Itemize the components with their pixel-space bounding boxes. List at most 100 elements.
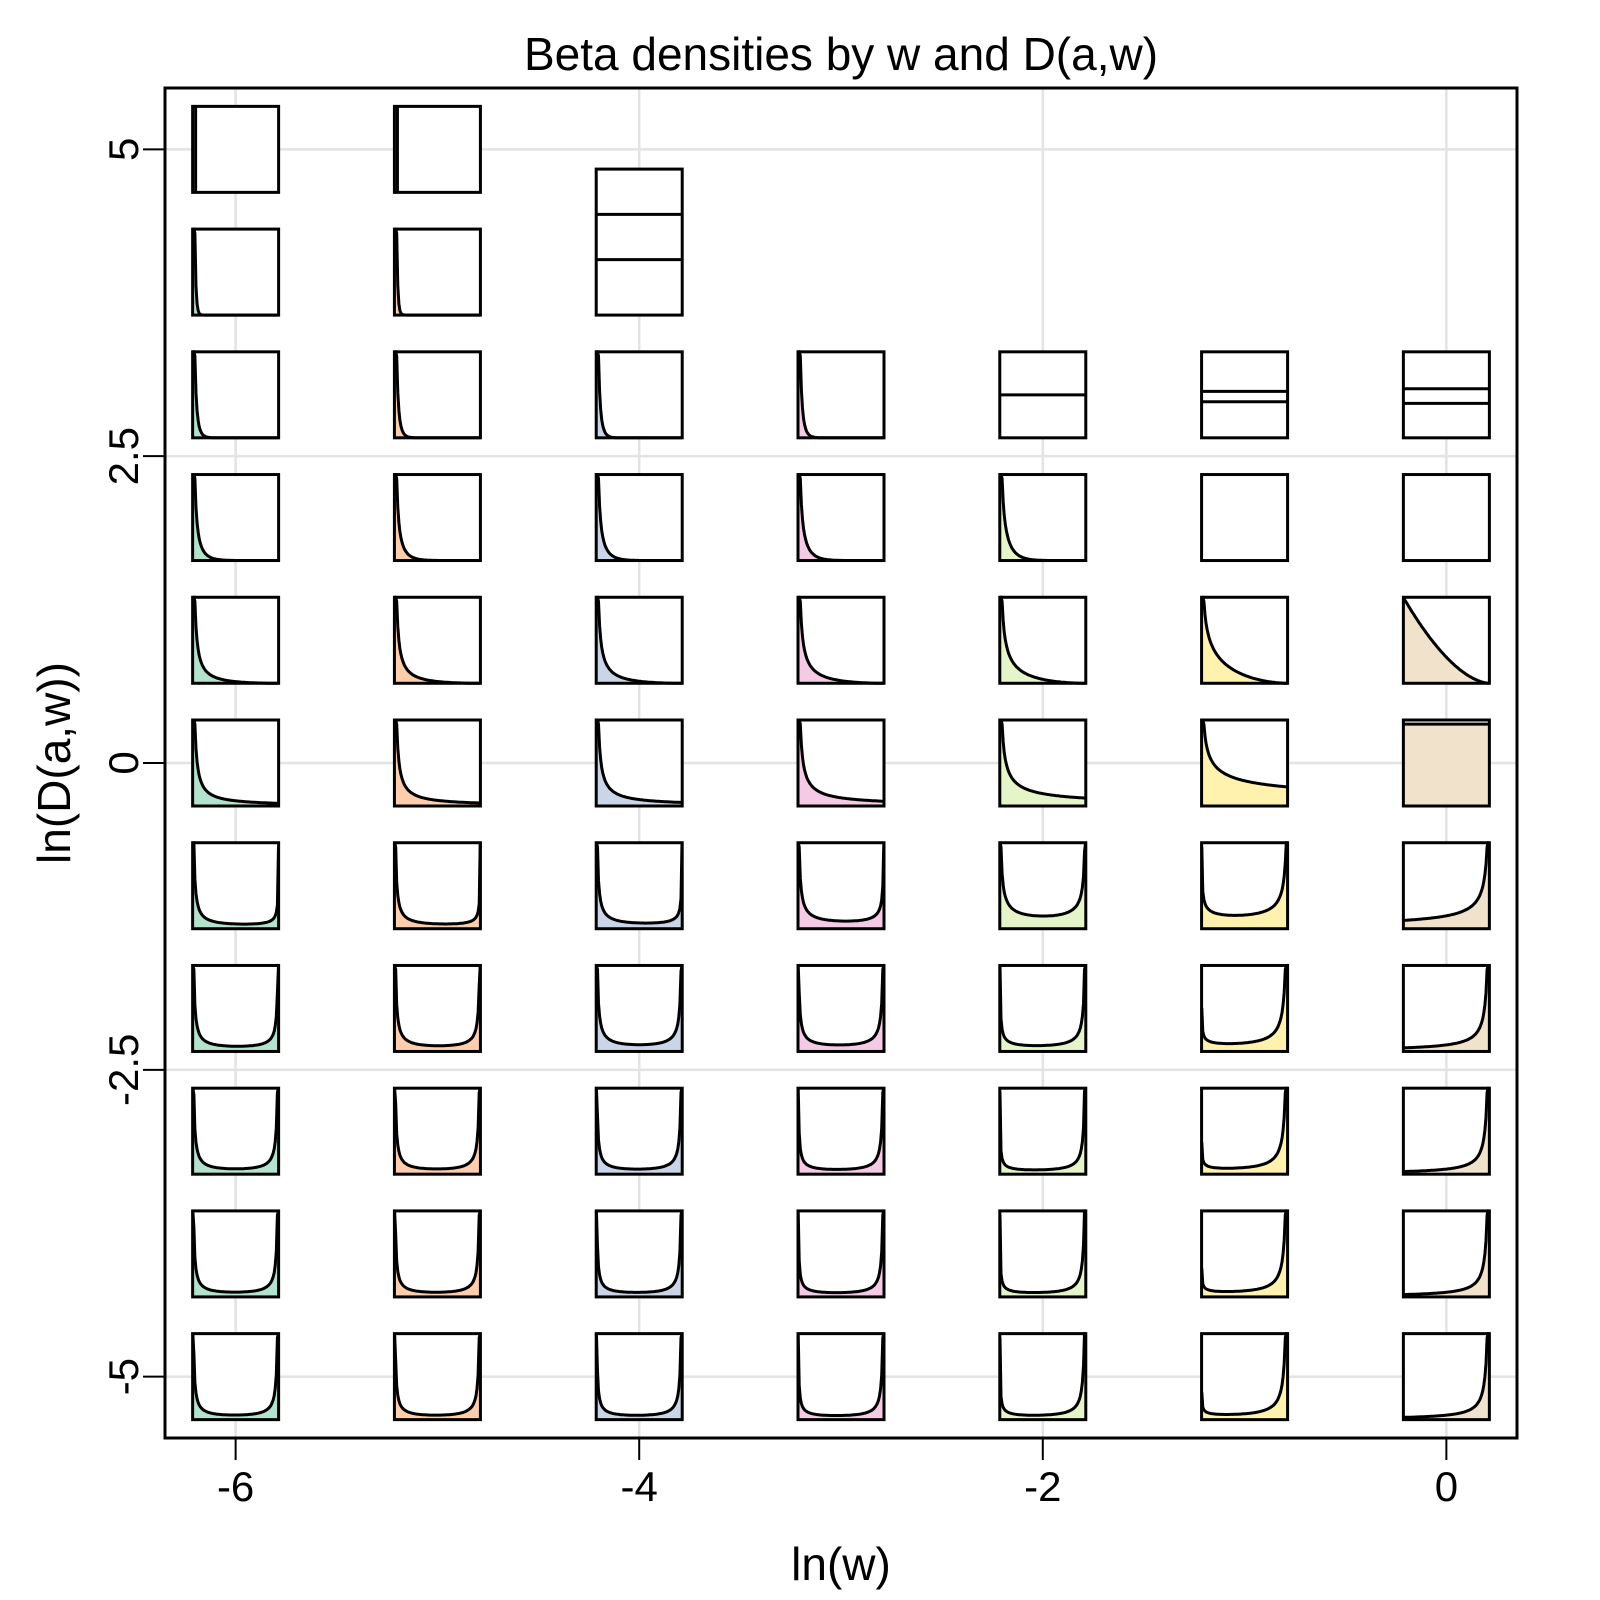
panel-background [596, 1210, 683, 1297]
density-panel [594, 841, 684, 931]
panel-background [596, 1333, 683, 1420]
density-fill [999, 1210, 1086, 1297]
y-tick-label: -2.5 [100, 1034, 147, 1106]
panel-frame [998, 473, 1088, 563]
panel-background [394, 1333, 481, 1420]
density-curve [1403, 1209, 1490, 1297]
density-fill [1201, 1088, 1288, 1175]
panel-background [798, 351, 884, 438]
density-curve [998, 1209, 1086, 1294]
density-fill [596, 597, 683, 684]
panel-frame [998, 841, 1088, 931]
panel-frame [191, 718, 281, 808]
panel-background [192, 965, 279, 1052]
density-fill [1403, 1088, 1490, 1175]
y-tick-label: 0 [100, 751, 147, 774]
density-panel [191, 104, 281, 194]
panel-frame [191, 1086, 281, 1176]
panel-frame [796, 350, 886, 440]
density-panel [1401, 1086, 1491, 1176]
density-fill [798, 474, 884, 561]
panel-background [192, 106, 279, 193]
panel-frame [594, 718, 684, 808]
density-panel [594, 595, 684, 685]
density-curve [191, 965, 280, 1048]
density-panel [191, 595, 281, 685]
panel-frame [998, 1086, 1088, 1176]
panel-background [192, 1088, 279, 1175]
density-curve [1403, 964, 1490, 1050]
density-curve [796, 1087, 886, 1171]
density-panel [998, 1086, 1088, 1176]
panel-frame [1200, 1332, 1290, 1422]
density-panel [1401, 1332, 1491, 1422]
density-fill [798, 1333, 884, 1420]
density-panel [1200, 595, 1290, 685]
density-panel [1200, 718, 1290, 808]
x-tick-label: -6 [217, 1463, 254, 1510]
density-panel [191, 841, 281, 931]
panel-background [1201, 474, 1288, 561]
panel-background [394, 474, 481, 561]
density-curve [192, 841, 280, 926]
density-panel [796, 1209, 886, 1299]
panel-background [394, 597, 481, 684]
panel-frame [594, 1209, 684, 1299]
panel-background [999, 965, 1086, 1052]
density-panel [1200, 841, 1290, 931]
panel-background [596, 842, 683, 929]
y-tick-label: 5 [100, 138, 147, 161]
density-curve [192, 718, 279, 805]
panel-frame [594, 167, 684, 317]
panel-frame [1401, 718, 1491, 808]
x-tick-label: -2 [1024, 1463, 1061, 1510]
panel-frame [1200, 841, 1290, 931]
density-curve [998, 842, 1088, 918]
panel-frame [594, 841, 684, 931]
panel-background [798, 1088, 884, 1175]
density-curve [1402, 596, 1490, 685]
density-panel [191, 350, 281, 440]
density-panel [594, 1332, 684, 1422]
panel-frame [392, 841, 482, 931]
density-panel [1401, 1209, 1491, 1299]
panel-frame [191, 350, 281, 440]
density-curve [393, 1333, 482, 1417]
panel-background [394, 1210, 481, 1297]
x-axis-label: ln(w) [791, 1538, 891, 1590]
panel-frame [392, 595, 482, 685]
panel-frame [1401, 473, 1491, 563]
density-panel [392, 841, 482, 931]
density-fill [192, 965, 279, 1052]
panel-frame [392, 473, 482, 563]
panel-frame [191, 963, 281, 1053]
density-curve [594, 965, 684, 1047]
panel-frame [1200, 595, 1290, 685]
panel-frame [1200, 350, 1290, 440]
density-fill [394, 720, 481, 806]
panel-background [192, 229, 279, 316]
density-curve [393, 965, 482, 1048]
density-panel [1401, 473, 1491, 563]
panel-frame [392, 963, 482, 1053]
density-curve [1200, 1209, 1288, 1293]
panel-background [596, 1088, 683, 1175]
panel-frame [191, 473, 281, 563]
density-fill [999, 842, 1086, 929]
density-panel [1200, 1209, 1290, 1299]
x-tick-label: -4 [621, 1463, 658, 1510]
density-curve [796, 1210, 886, 1295]
panel-frame [392, 227, 482, 317]
density-panel [594, 473, 684, 563]
density-curve [1200, 1332, 1288, 1416]
density-panel [1401, 350, 1491, 440]
panel-frame [1200, 718, 1290, 808]
density-panel [998, 473, 1088, 563]
density-panel [594, 1209, 684, 1299]
density-fill [999, 720, 1086, 806]
panel-frame [1200, 1086, 1290, 1176]
density-fill [192, 842, 279, 929]
density-panel [392, 595, 482, 685]
panel-frame [1401, 841, 1491, 931]
